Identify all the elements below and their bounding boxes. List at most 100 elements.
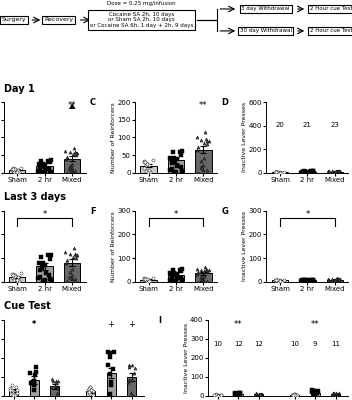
Point <box>218 391 223 398</box>
Point <box>32 372 38 378</box>
Point <box>194 134 200 140</box>
Point <box>107 350 113 356</box>
Point <box>330 390 336 396</box>
Point <box>64 154 69 160</box>
Point <box>174 278 179 284</box>
Point <box>300 169 306 176</box>
Point <box>335 276 341 282</box>
Point <box>201 166 206 173</box>
Point <box>175 163 180 169</box>
Text: *: * <box>305 210 309 219</box>
Point <box>200 277 205 283</box>
Text: F: F <box>90 207 95 216</box>
Point <box>142 275 147 282</box>
Bar <box>9 277 25 282</box>
Point <box>336 168 341 174</box>
Point <box>42 277 48 284</box>
Point <box>277 278 283 284</box>
Point <box>31 381 37 388</box>
Point <box>203 136 209 142</box>
Point <box>55 385 61 391</box>
Text: *: * <box>43 210 47 219</box>
Point <box>48 252 54 258</box>
Point <box>216 393 222 399</box>
Point <box>67 166 72 172</box>
Bar <box>299 172 316 173</box>
Point <box>291 392 296 399</box>
Text: +: + <box>128 320 135 330</box>
Y-axis label: Number of Reinforcers: Number of Reinforcers <box>111 102 116 173</box>
Point <box>330 391 336 398</box>
Point <box>71 144 77 151</box>
Bar <box>195 150 212 173</box>
Point <box>206 138 212 144</box>
Point <box>327 170 332 176</box>
Point <box>150 157 155 164</box>
Point <box>39 163 45 170</box>
Bar <box>168 160 184 173</box>
Point <box>272 277 278 283</box>
Point <box>330 278 335 284</box>
Point <box>13 166 18 172</box>
Point <box>204 267 210 274</box>
Point <box>47 256 53 262</box>
Point <box>178 275 183 282</box>
Point <box>48 384 54 391</box>
Y-axis label: Inactive Lever Presses: Inactive Lever Presses <box>184 323 189 393</box>
Point <box>146 276 152 283</box>
Point <box>10 166 16 172</box>
Text: I: I <box>158 316 162 325</box>
Point <box>308 276 314 283</box>
Point <box>279 278 284 285</box>
Point <box>39 265 45 271</box>
Text: C: C <box>90 98 96 108</box>
Point <box>329 392 335 398</box>
Point <box>73 150 78 156</box>
Point <box>300 278 306 284</box>
Point <box>48 277 54 283</box>
Point <box>331 169 337 176</box>
Point <box>72 251 78 257</box>
Point <box>326 168 331 174</box>
Point <box>167 167 172 173</box>
Point <box>10 271 15 278</box>
Point <box>309 169 315 176</box>
Point <box>36 260 42 266</box>
Y-axis label: Inactive Lever Presses: Inactive Lever Presses <box>242 211 247 281</box>
Point <box>310 276 316 283</box>
Point <box>48 168 53 175</box>
Point <box>147 169 153 175</box>
Bar <box>140 166 157 173</box>
Point <box>172 278 177 284</box>
Point <box>12 272 17 279</box>
Text: **: ** <box>311 320 320 330</box>
Point <box>281 168 287 175</box>
Point <box>7 387 13 394</box>
Point <box>169 166 175 172</box>
Point <box>32 381 37 387</box>
Point <box>312 391 318 398</box>
Text: *: * <box>32 320 36 330</box>
Point <box>277 169 283 176</box>
Point <box>275 169 280 175</box>
Point <box>12 169 17 175</box>
Point <box>302 277 308 284</box>
Point <box>67 162 73 169</box>
Point <box>108 382 114 388</box>
Point <box>178 152 184 158</box>
Point <box>75 252 80 259</box>
Point <box>38 164 43 170</box>
Point <box>290 391 296 398</box>
Point <box>87 391 92 397</box>
Point <box>171 271 176 277</box>
Point <box>336 276 341 282</box>
Point <box>326 276 331 282</box>
Point <box>212 392 217 398</box>
Point <box>168 154 173 161</box>
Text: **: ** <box>199 101 208 110</box>
Text: *: * <box>32 320 36 330</box>
Bar <box>272 280 288 282</box>
Point <box>18 165 24 171</box>
Point <box>14 168 20 175</box>
Bar <box>327 172 343 173</box>
